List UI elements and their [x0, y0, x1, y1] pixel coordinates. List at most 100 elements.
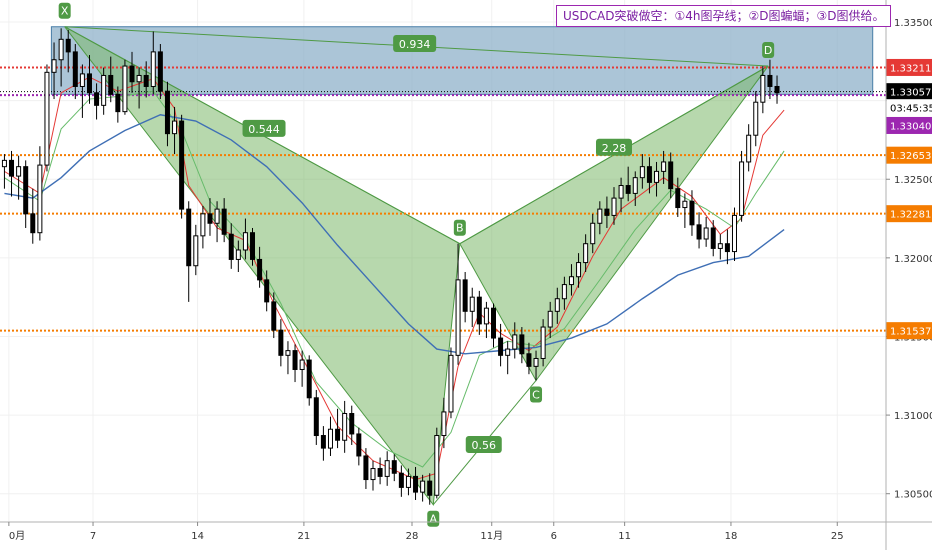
x-tick-label-7: 11 — [618, 531, 631, 542]
candle-body-64 — [455, 279, 461, 356]
candle-body-58 — [413, 475, 419, 493]
candle-body-12 — [86, 73, 92, 94]
price-tag-box-0 — [886, 58, 932, 76]
candle-body-31 — [221, 208, 227, 235]
ratio-label-1: 0.544 — [248, 123, 280, 136]
candle-body-79 — [561, 284, 567, 300]
candle-body-53 — [377, 468, 383, 477]
x-tick-label-6: 6 — [551, 531, 557, 542]
candle-body-15 — [108, 74, 114, 95]
candle-body-75 — [533, 357, 539, 367]
candle-body-2 — [16, 166, 22, 177]
candle-body-61 — [434, 435, 440, 496]
candle-body-59 — [420, 480, 426, 493]
candle-body-46 — [327, 428, 333, 449]
x-tick-label-2: 14 — [191, 531, 204, 542]
candle-body-26 — [186, 208, 192, 267]
candle-body-9 — [65, 38, 71, 53]
candle-body-6 — [44, 71, 50, 166]
x-tick-label-3: 21 — [298, 531, 311, 542]
candle-body-60 — [427, 480, 433, 496]
price-tag-box-3 — [886, 116, 932, 134]
candle-body-67 — [476, 296, 482, 325]
candle-body-43 — [306, 359, 312, 399]
price-tag-box-5 — [886, 205, 932, 223]
candle-body-87 — [618, 185, 624, 199]
candle-body-25 — [179, 120, 185, 210]
ratio-label-2: 2.28 — [602, 142, 627, 155]
candle-body-45 — [320, 435, 326, 449]
candle-body-1 — [9, 159, 15, 177]
candle-body-19 — [136, 74, 142, 83]
pattern-point-a: A — [429, 513, 437, 526]
pattern-point-x: X — [61, 5, 69, 18]
candle-body-98 — [696, 224, 702, 240]
candle-body-34 — [242, 232, 248, 251]
candle-body-10 — [72, 51, 78, 87]
candle-body-51 — [363, 455, 369, 481]
y-tick-label-6: 1.30500 — [894, 490, 932, 501]
candle-body-33 — [235, 249, 241, 260]
price-tag-5: 1.32281 — [890, 210, 931, 221]
candle-body-102 — [724, 243, 730, 253]
candle-body-100 — [710, 227, 716, 249]
candle-body-91 — [646, 166, 652, 183]
candle-body-20 — [143, 74, 149, 87]
price-tag-6: 1.31537 — [890, 327, 931, 338]
candle-body-55 — [391, 460, 397, 474]
candle-body-86 — [611, 197, 617, 216]
candle-body-17 — [122, 65, 128, 113]
moving-average-1 — [4, 90, 785, 468]
candle-body-90 — [639, 166, 645, 179]
candle-body-28 — [200, 213, 206, 237]
candle-body-11 — [79, 73, 85, 87]
candle-body-77 — [547, 310, 553, 328]
candle-body-0 — [1, 159, 7, 168]
ratio-label-0: 0.934 — [399, 38, 431, 51]
candle-body-29 — [207, 213, 213, 224]
candle-body-32 — [228, 233, 234, 260]
candle-body-5 — [37, 164, 43, 234]
price-tag-box-2 — [886, 99, 932, 117]
candle-body-30 — [214, 208, 220, 224]
candle-body-71 — [505, 348, 511, 356]
candle-body-78 — [554, 298, 560, 312]
candle-body-23 — [164, 90, 170, 135]
x-tick-label-9: 25 — [831, 531, 844, 542]
pattern-point-badge-c — [530, 386, 543, 403]
candle-body-106 — [753, 101, 759, 136]
x-tick-label-0: 0月 — [9, 530, 25, 542]
price-tag-1: 1.33057 — [890, 88, 931, 99]
y-tick-label-2: 1.32500 — [894, 175, 932, 186]
candle-body-57 — [405, 475, 411, 488]
candle-body-8 — [58, 38, 64, 61]
candle-body-95 — [675, 188, 681, 209]
candle-body-38 — [271, 301, 277, 331]
candle-body-13 — [94, 92, 100, 106]
candle-body-18 — [129, 65, 135, 83]
candle-body-65 — [462, 279, 468, 312]
candle-body-7 — [51, 59, 57, 73]
candle-body-88 — [625, 185, 631, 194]
candle-body-36 — [257, 258, 263, 281]
supply-zone-layer — [50, 26, 874, 95]
candle-body-22 — [157, 51, 163, 92]
candle-body-37 — [264, 279, 270, 303]
candle-body-82 — [583, 243, 589, 264]
ratio-badge-2 — [595, 138, 632, 156]
candle-body-24 — [172, 120, 178, 135]
pattern-point-c: C — [532, 388, 540, 401]
candle-body-44 — [313, 397, 319, 437]
candle-body-4 — [30, 213, 36, 234]
candle-body-70 — [498, 337, 504, 356]
ratio-badge-3 — [465, 435, 502, 453]
candle-body-103 — [731, 214, 737, 253]
candle-body-54 — [384, 460, 390, 477]
candle-body-74 — [526, 353, 532, 367]
candle-body-104 — [739, 161, 745, 216]
candle-body-48 — [342, 413, 348, 441]
candle-body-99 — [703, 227, 709, 240]
